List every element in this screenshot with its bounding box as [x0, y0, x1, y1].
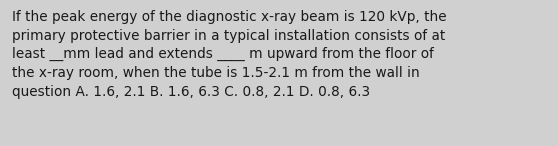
Text: If the peak energy of the diagnostic x-ray beam is 120 kVp, the
primary protecti: If the peak energy of the diagnostic x-r… — [12, 10, 446, 99]
